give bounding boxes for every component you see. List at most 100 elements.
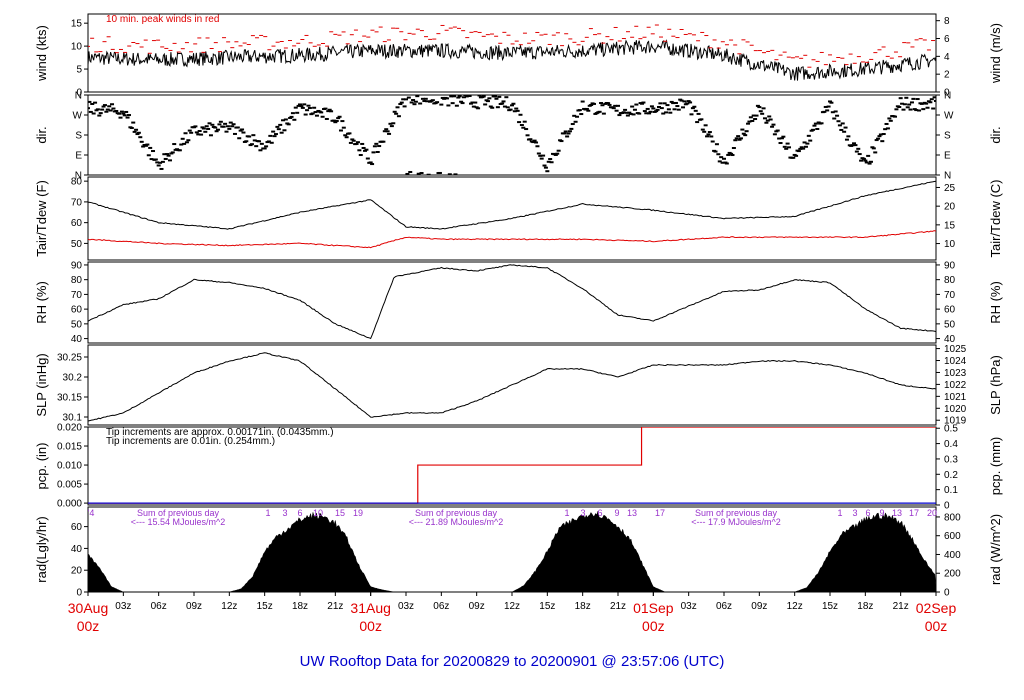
- panel-wind: wind (kts) wind (m/s) 0 5 10 15 0 2 4 6 8 10 min. p…: [34, 13, 1003, 99]
- dir-point: [153, 158, 158, 161]
- dir-point: [642, 110, 647, 113]
- dir-point: [389, 125, 394, 128]
- dir-point: [871, 147, 876, 150]
- x-date-hour: 00z: [77, 618, 100, 634]
- dir-point: [326, 110, 331, 113]
- dir-point: [689, 113, 694, 116]
- x-date-label: 31Aug: [350, 600, 390, 616]
- dir-point: [724, 162, 729, 165]
- rad-ytick-label-right: 400: [944, 550, 961, 561]
- dir-point: [264, 145, 269, 148]
- dir-point: [141, 145, 146, 148]
- slp-ytick-label-right: 1025: [944, 344, 967, 355]
- dir-point: [572, 114, 577, 117]
- x-date-label: 02Sep: [916, 600, 957, 616]
- rad-ytick-label-left: 0: [76, 588, 82, 599]
- dir-point: [682, 100, 687, 103]
- dir-point: [358, 154, 363, 157]
- hour-mark: 13: [892, 508, 902, 518]
- dir-point: [201, 127, 206, 130]
- dir-point: [333, 121, 338, 124]
- x-tick-label: 03z: [398, 601, 414, 612]
- x-tick-label: 18z: [575, 601, 591, 612]
- rad-ylabel-left: rad(Lgly/hr): [34, 516, 49, 582]
- dir-point: [921, 108, 926, 111]
- dir-point: [836, 120, 841, 123]
- dir-point: [361, 146, 366, 149]
- dir-point: [370, 163, 375, 166]
- dir-point: [850, 144, 855, 147]
- dir-point: [108, 109, 113, 112]
- dir-point: [685, 102, 690, 105]
- dir-point: [357, 149, 362, 152]
- x-tick-label: 21z: [327, 601, 343, 612]
- dir-point: [765, 119, 770, 122]
- dir-point: [307, 107, 312, 110]
- dir-point: [518, 113, 523, 116]
- rh-ytick-label-left: 50: [71, 319, 83, 330]
- dir-point: [668, 111, 673, 114]
- dir-point: [125, 116, 130, 119]
- dir-point: [129, 126, 134, 129]
- dir-point: [204, 125, 209, 128]
- dir-point: [665, 104, 670, 107]
- dir-series-0: [88, 95, 936, 175]
- dir-point: [122, 114, 127, 117]
- dir-point: [292, 118, 297, 121]
- dir-point: [249, 143, 254, 146]
- x-tick-label: 12z: [504, 601, 520, 612]
- dir-point: [485, 100, 490, 103]
- dir-point: [656, 105, 661, 108]
- dir-point: [775, 129, 780, 132]
- dir-point: [679, 99, 684, 102]
- dir-point: [543, 166, 548, 169]
- dir-point: [932, 96, 936, 99]
- dir-point: [541, 154, 546, 157]
- dir-point: [329, 110, 334, 113]
- dir-point: [876, 137, 881, 140]
- dir-point: [340, 120, 345, 123]
- dir-point: [338, 129, 343, 132]
- dir-point: [363, 149, 368, 152]
- dir-point: [641, 101, 646, 104]
- dir-point: [199, 133, 204, 136]
- dir-point: [577, 109, 582, 112]
- dir-point: [853, 144, 858, 147]
- dir-point: [193, 125, 198, 128]
- pcp-ytick-label-left: 0.010: [57, 461, 82, 472]
- x-tick-label: 15z: [257, 601, 273, 612]
- dir-point: [659, 107, 664, 110]
- dir-ytick-label-right: N: [944, 171, 951, 182]
- slp-ytick-label-right: 1023: [944, 368, 967, 379]
- dir-point: [898, 97, 903, 100]
- slp-ytick-label-left: 30.25: [57, 353, 82, 364]
- dir-point: [238, 129, 243, 132]
- x-date-hour: 00z: [642, 618, 665, 634]
- dir-point: [524, 128, 529, 131]
- dir-point: [904, 96, 909, 99]
- slp-ytick-label-right: 1021: [944, 392, 967, 403]
- dir-point: [902, 103, 907, 106]
- dir-point: [241, 131, 246, 134]
- hour-mark: 9: [879, 508, 884, 518]
- dir-point: [313, 111, 318, 114]
- dir-point: [536, 152, 541, 155]
- dir-point: [290, 112, 295, 115]
- dir-point: [662, 102, 667, 105]
- dir-point: [387, 132, 392, 135]
- dir-point: [450, 102, 455, 105]
- dir-point: [224, 130, 229, 133]
- dir-point: [606, 102, 611, 105]
- dir-point: [521, 126, 526, 129]
- dir-point: [88, 110, 93, 113]
- dir-point: [232, 132, 237, 135]
- dir-point: [699, 118, 704, 121]
- rh-ytick-label-left: 70: [71, 290, 83, 301]
- dir-point: [237, 137, 242, 140]
- rh-ytick-label-left: 80: [71, 275, 83, 286]
- dir-point: [275, 125, 280, 128]
- dir-point: [731, 147, 736, 150]
- dir-point: [566, 132, 571, 135]
- dir-point: [828, 100, 832, 103]
